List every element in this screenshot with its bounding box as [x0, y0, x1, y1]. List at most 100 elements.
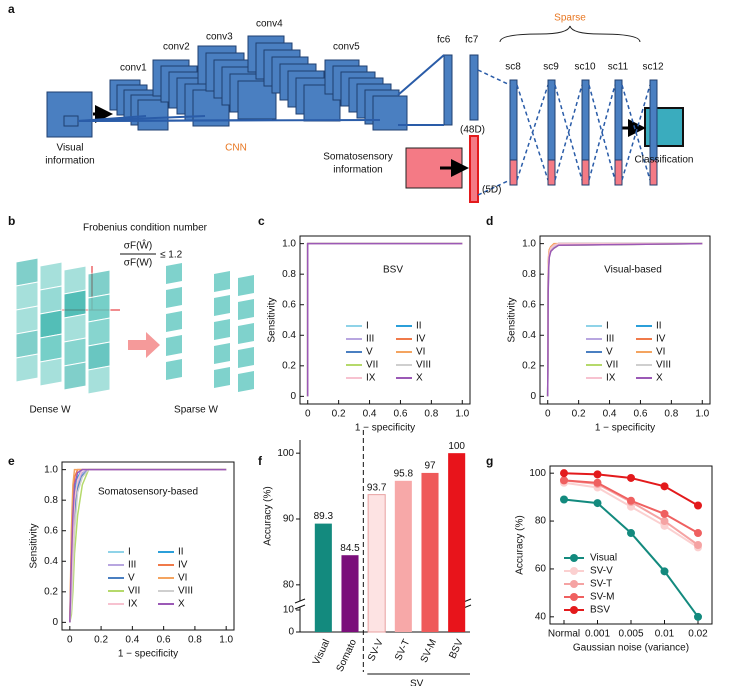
feature-map	[237, 80, 277, 120]
legend-label: X	[656, 373, 663, 384]
y-tick-label: 0.8	[282, 269, 296, 280]
arrow	[128, 332, 160, 358]
legend-marker	[570, 554, 578, 562]
y-tick-label: 1.0	[522, 238, 536, 249]
y-tick-label: 90	[283, 514, 295, 525]
sparse-connection	[588, 84, 616, 181]
legend-label: V	[366, 347, 373, 358]
conv-label: conv1	[120, 63, 147, 74]
y-tick-label: 60	[535, 564, 547, 575]
somato-label: Somatosensory	[323, 152, 392, 163]
weight-tile	[87, 341, 111, 371]
weight-tile	[39, 333, 63, 363]
weight-tile	[238, 299, 254, 320]
x-axis-label: 1 − specificity	[595, 423, 655, 434]
weight-tile	[15, 281, 39, 311]
somato-vector	[469, 135, 479, 203]
panel-letter: c	[258, 214, 265, 228]
cnn-label: CNN	[225, 143, 247, 154]
bar	[341, 555, 359, 632]
y-tick-label: 0.8	[522, 269, 536, 280]
fc-label: fc7	[465, 35, 479, 46]
weight-tile	[87, 269, 111, 299]
legend-label: VI	[416, 347, 425, 358]
point	[694, 529, 702, 538]
weight-tile	[39, 261, 63, 291]
panel-letter: g	[486, 454, 493, 468]
sparse-connection	[621, 84, 651, 181]
value-label: 95.8	[394, 468, 414, 479]
legend-marker	[570, 580, 578, 588]
legend-label: SV-V	[590, 566, 613, 577]
formula: σF(W)	[124, 258, 152, 269]
point	[660, 517, 669, 526]
plot-frame	[299, 235, 471, 405]
point	[627, 529, 635, 538]
sparse-connection	[516, 84, 549, 181]
group-label: SV	[410, 679, 424, 686]
annotation: Somatosensory-based	[98, 487, 198, 498]
legend-label: III	[606, 334, 614, 345]
legend-label: III	[128, 560, 136, 571]
axis-break	[294, 598, 306, 604]
legend-label: II	[416, 321, 422, 332]
weight-tile	[39, 309, 63, 339]
bar	[394, 480, 412, 632]
point	[560, 476, 568, 485]
weight-tile	[166, 287, 182, 308]
x-tick-label: 0.005	[618, 629, 643, 640]
x-tick-label: 0.8	[424, 409, 438, 420]
panel-letter: d	[486, 214, 493, 228]
value-label: 84.5	[340, 543, 360, 554]
x-tick-label: 1.0	[219, 635, 233, 646]
y-tick-label: 0.6	[44, 525, 58, 536]
y-axis-label: Sensitivity	[29, 523, 40, 568]
weight-tile	[63, 265, 87, 295]
y-tick-label: 0.4	[44, 556, 58, 567]
legend-label: VI	[178, 573, 187, 584]
x-tick-label: 0.4	[363, 409, 377, 420]
point	[593, 470, 602, 479]
y-axis-label: Accuracy (%)	[263, 486, 274, 545]
pruning-illustration	[15, 253, 254, 395]
x-tick-label: Visual	[311, 638, 332, 667]
bar	[314, 523, 332, 632]
x-tick-label: 0.6	[157, 635, 171, 646]
visual-label: information	[45, 156, 94, 167]
x-tick-label: 0.8	[664, 409, 678, 420]
weight-tile	[63, 313, 87, 343]
weight-tile	[166, 359, 182, 380]
legend-label: II	[656, 321, 662, 332]
x-tick-label: 0.8	[188, 635, 202, 646]
dense-label: Dense W	[29, 405, 71, 416]
sparse-layer-bottom	[547, 159, 556, 186]
panel-letter: b	[8, 214, 15, 228]
x-tick-label: 0.02	[688, 629, 708, 640]
y-tick-label: 80	[283, 579, 295, 590]
x-tick-label: 1.0	[455, 409, 469, 420]
point	[660, 567, 669, 576]
x-tick-label: 0	[67, 635, 73, 646]
legend-label: VII	[128, 586, 140, 597]
pruning-title: Frobenius condition number	[83, 223, 208, 234]
point	[694, 501, 702, 510]
legend-label: IX	[606, 373, 616, 384]
x-axis-label: 1 − specificity	[118, 649, 178, 660]
roc-curve	[306, 242, 463, 397]
classification-label: Classification	[635, 155, 694, 166]
visual-input	[46, 91, 93, 138]
legend-label: VIII	[656, 360, 671, 371]
legend-label: BSV	[590, 605, 610, 616]
sparse-layer-bottom	[581, 159, 590, 186]
x-tick-label: Normal	[548, 629, 580, 640]
y-tick-label: 40	[535, 611, 547, 622]
legend-marker	[570, 593, 578, 601]
y-tick-label: 100	[529, 468, 546, 479]
legend-label: IV	[178, 560, 188, 571]
feature-map	[137, 99, 169, 131]
weight-tile	[214, 319, 230, 340]
x-tick-label: 0.4	[603, 409, 617, 420]
plot-frame	[539, 235, 711, 405]
weight-tile	[87, 293, 111, 323]
